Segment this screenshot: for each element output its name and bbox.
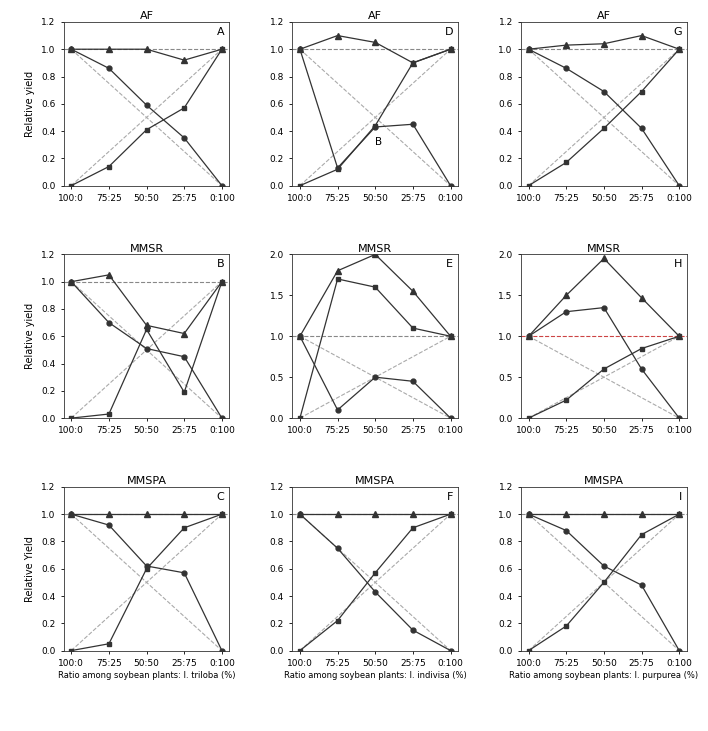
Text: B: B (217, 260, 224, 269)
Text: E: E (446, 260, 453, 269)
Text: A: A (217, 27, 224, 37)
Text: C: C (217, 492, 224, 501)
Title: MMSR: MMSR (587, 243, 621, 254)
X-axis label: Ratio among soybean plants: I. indivisa (%): Ratio among soybean plants: I. indivisa … (284, 671, 467, 680)
X-axis label: Ratio among soybean plants: I. triloba (%): Ratio among soybean plants: I. triloba (… (58, 671, 235, 680)
Title: MMSPA: MMSPA (584, 476, 624, 486)
Title: MMSPA: MMSPA (127, 476, 166, 486)
X-axis label: Ratio among soybean plants: I. purpurea (%): Ratio among soybean plants: I. purpurea … (509, 671, 699, 680)
Y-axis label: Relative yield: Relative yield (25, 71, 35, 137)
Title: AF: AF (368, 11, 382, 21)
Text: F: F (447, 492, 453, 501)
Text: B: B (375, 137, 382, 147)
Y-axis label: Relative Yield: Relative Yield (25, 536, 35, 602)
Title: AF: AF (139, 11, 154, 21)
Title: MMSR: MMSR (358, 243, 392, 254)
Text: D: D (445, 27, 453, 37)
Text: I: I (678, 492, 682, 501)
Y-axis label: Relative yield: Relative yield (25, 303, 35, 369)
Text: H: H (673, 260, 682, 269)
Title: AF: AF (597, 11, 611, 21)
Title: MMSPA: MMSPA (355, 476, 395, 486)
Text: G: G (673, 27, 682, 37)
Title: MMSR: MMSR (130, 243, 164, 254)
